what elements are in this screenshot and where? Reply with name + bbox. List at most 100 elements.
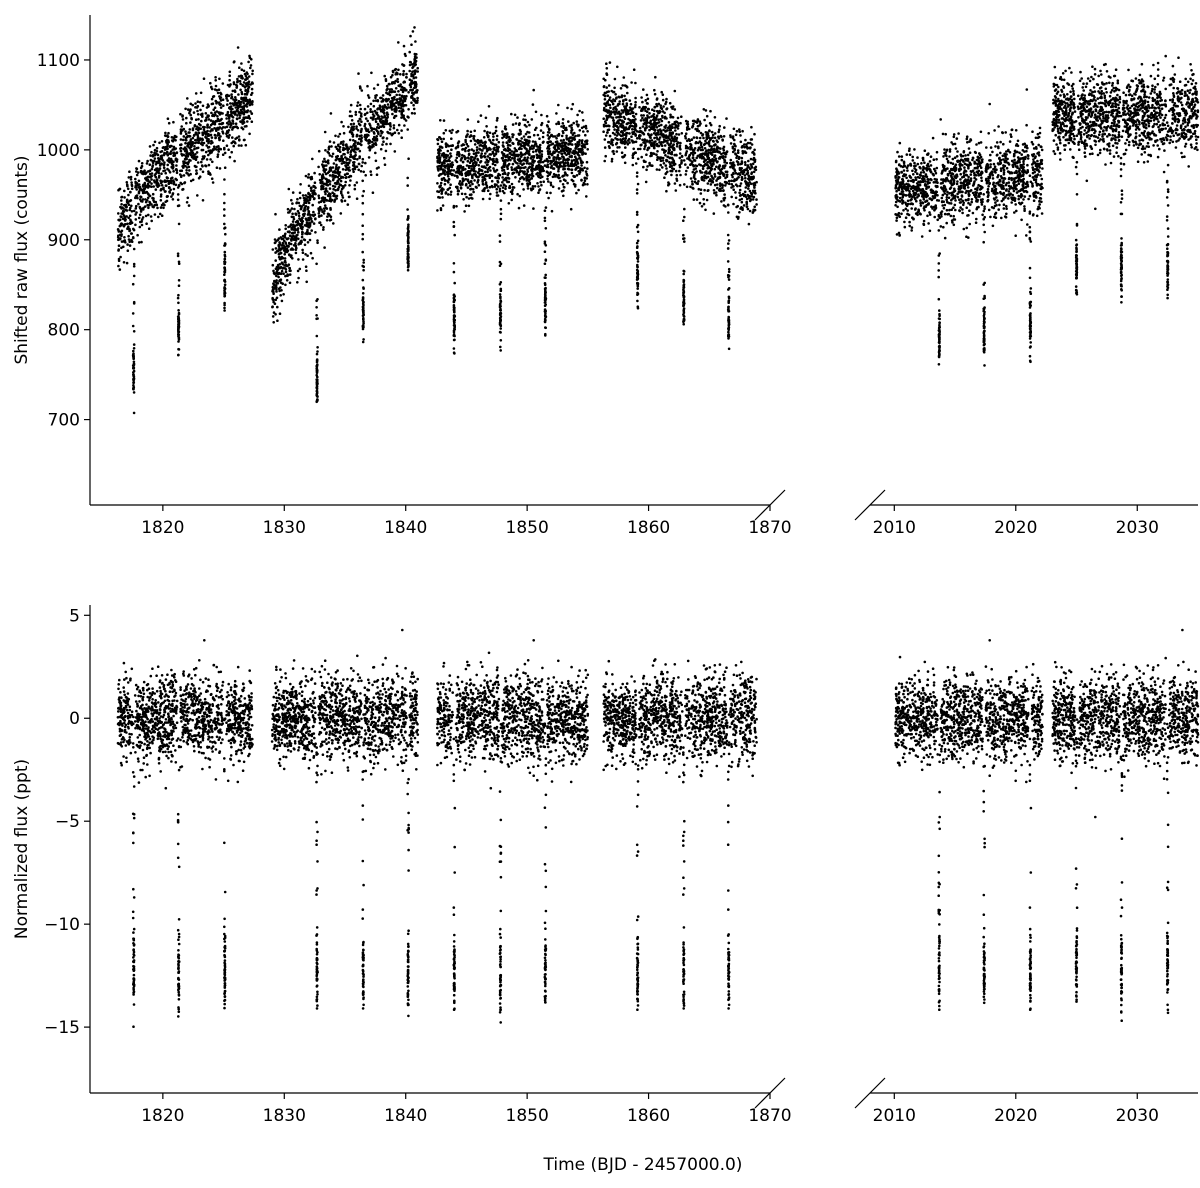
data-point (280, 269, 284, 273)
data-point (385, 111, 389, 114)
data-point (172, 145, 176, 149)
data-point (336, 167, 340, 170)
data-point (324, 192, 327, 196)
data-point (465, 164, 469, 167)
data-point (126, 243, 129, 246)
data-point (450, 148, 453, 151)
data-point (213, 121, 216, 125)
data-point (344, 164, 348, 167)
data-point (213, 133, 217, 137)
data-point (356, 142, 360, 146)
data-point (517, 139, 521, 143)
data-point (557, 151, 560, 154)
data-point (130, 210, 134, 213)
data-point (511, 153, 514, 157)
data-point (298, 217, 301, 220)
data-point (406, 247, 410, 251)
data-point (345, 158, 349, 162)
data-point (356, 147, 359, 151)
data-point (443, 182, 447, 186)
data-point (276, 305, 279, 309)
data-point (159, 195, 163, 198)
data-point (362, 258, 366, 262)
data-point (361, 179, 365, 183)
data-point (730, 195, 733, 199)
data-point (360, 134, 363, 137)
data-point (452, 329, 456, 332)
data-point (361, 314, 365, 318)
data-point (508, 184, 512, 188)
data-point (120, 222, 123, 225)
data-point (298, 204, 302, 208)
data-point (576, 134, 580, 137)
data-point (289, 269, 292, 273)
data-point (529, 187, 533, 190)
data-point (161, 180, 164, 183)
data-point (532, 167, 535, 171)
data-point (221, 121, 225, 125)
data-point (375, 173, 379, 176)
data-point (189, 138, 193, 141)
data-point (544, 286, 547, 290)
data-point (130, 187, 134, 191)
data-point (610, 157, 614, 161)
data-point (187, 165, 191, 169)
data-point (274, 313, 277, 316)
data-point (180, 125, 183, 128)
data-point (127, 238, 131, 241)
data-point (358, 117, 362, 121)
data-point (578, 109, 581, 113)
data-point (493, 163, 497, 167)
data-point (315, 317, 318, 321)
data-point (160, 172, 163, 175)
data-point (409, 88, 412, 92)
data-point (225, 117, 228, 120)
data-point (550, 133, 553, 137)
data-point (400, 116, 403, 119)
data-point (191, 103, 194, 107)
data-point (132, 262, 136, 266)
data-point (452, 300, 456, 304)
data-point (470, 159, 474, 162)
data-point (132, 209, 136, 213)
data-point (213, 127, 216, 130)
data-point (442, 169, 445, 173)
data-point (130, 181, 133, 184)
data-point (202, 131, 206, 135)
data-point (572, 182, 576, 186)
data-point (239, 120, 242, 123)
data-point (397, 106, 401, 109)
data-point (684, 153, 687, 157)
data-point (545, 191, 549, 194)
data-point (217, 128, 220, 131)
data-point (390, 108, 394, 111)
data-point (184, 138, 187, 142)
data-point (407, 157, 410, 160)
data-point (243, 93, 247, 96)
data-point (294, 248, 298, 251)
data-point (546, 147, 549, 150)
data-point (392, 96, 396, 99)
data-point (497, 176, 501, 180)
data-point (715, 165, 718, 169)
data-point (510, 166, 513, 169)
data-point (477, 183, 481, 187)
data-point (484, 161, 487, 164)
data-point (297, 243, 301, 246)
data-point (288, 242, 291, 246)
data-point (123, 217, 126, 221)
data-point (505, 136, 508, 139)
data-point (342, 147, 346, 151)
data-point (370, 129, 373, 132)
data-point (131, 324, 135, 328)
data-point (139, 166, 143, 170)
data-point (507, 176, 510, 180)
data-point (447, 158, 451, 162)
data-point (184, 107, 187, 111)
data-point (407, 225, 410, 228)
data-point (657, 102, 661, 106)
data-point (128, 214, 132, 218)
data-point (517, 153, 521, 157)
data-point (461, 167, 465, 171)
data-point (405, 76, 408, 79)
